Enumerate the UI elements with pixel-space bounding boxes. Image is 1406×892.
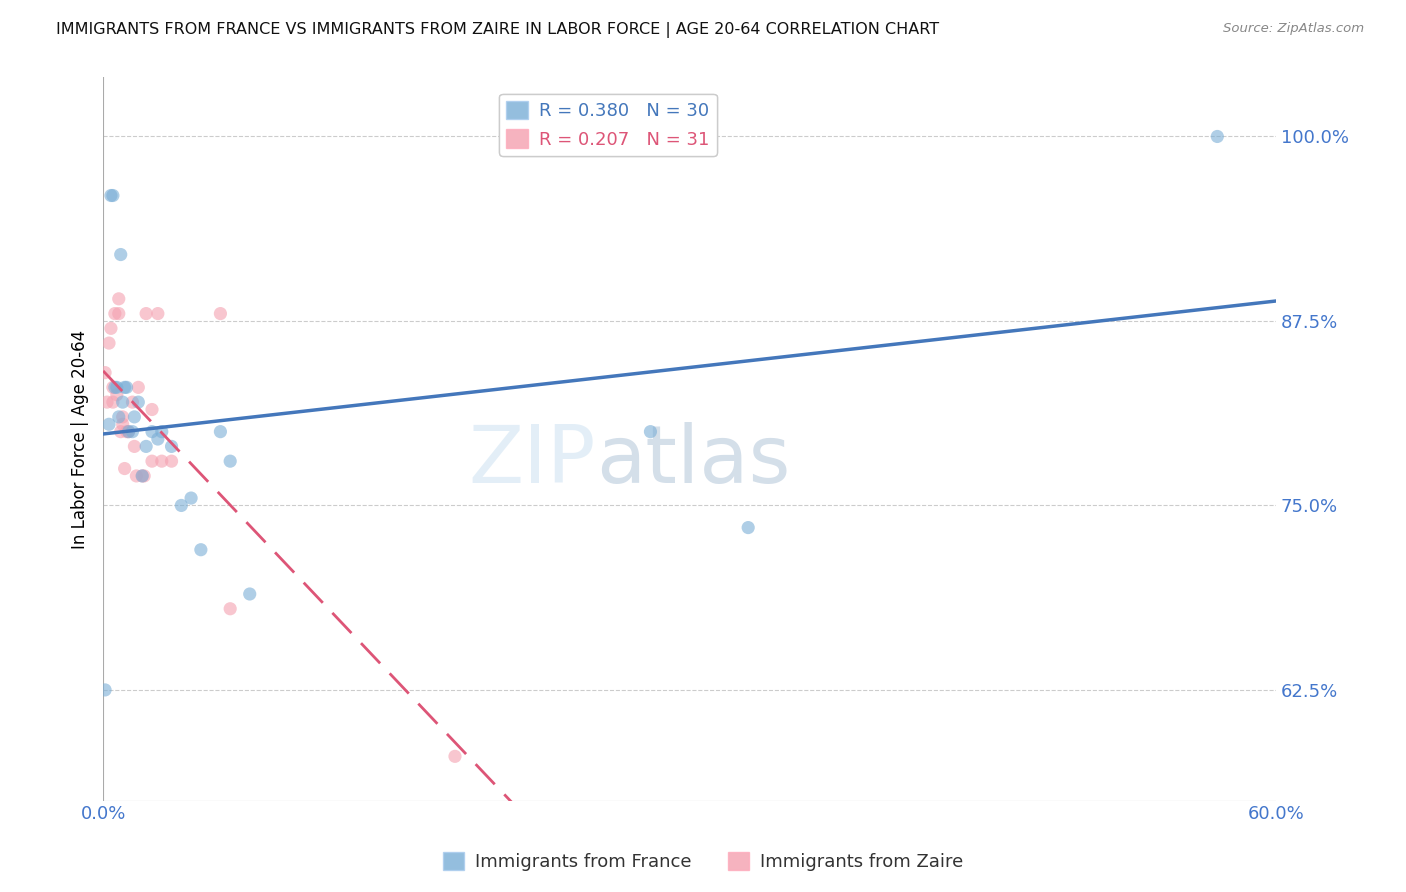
Point [150,425,173,439]
Point [101,395,124,409]
Point [1206,129,1229,144]
Point [111,417,134,432]
Y-axis label: In Labor Force | Age 20-64: In Labor Force | Age 20-64 [72,329,89,549]
Point [101,188,124,202]
Point [104,380,127,394]
Point [110,425,132,439]
Point [114,380,136,394]
Point [146,307,169,321]
Point [124,409,146,424]
Point [96,395,118,409]
Point [100,188,122,202]
Point [141,402,163,417]
Point [190,542,212,557]
Point [111,395,134,409]
Point [98,336,121,351]
Point [121,425,143,439]
Point [107,292,129,306]
Legend: Immigrants from France, Immigrants from Zaire: Immigrants from France, Immigrants from … [436,845,970,879]
Text: ZIP: ZIP [468,422,596,500]
Text: Source: ZipAtlas.com: Source: ZipAtlas.com [1223,22,1364,36]
Point [219,454,242,468]
Point [94,366,117,380]
Point [135,307,157,321]
Point [209,425,232,439]
Point [104,307,127,321]
Point [146,432,169,446]
Point [94,682,117,697]
Point [98,417,121,432]
Point [239,587,262,601]
Point [640,425,662,439]
Point [100,321,122,335]
Point [141,454,163,468]
Legend: R = 0.380   N = 30, R = 0.207   N = 31: R = 0.380 N = 30, R = 0.207 N = 31 [499,94,717,156]
Point [127,395,149,409]
Text: IMMIGRANTS FROM FRANCE VS IMMIGRANTS FROM ZAIRE IN LABOR FORCE | AGE 20-64 CORRE: IMMIGRANTS FROM FRANCE VS IMMIGRANTS FRO… [56,22,939,38]
Point [141,425,163,439]
Point [127,380,149,394]
Point [110,247,132,261]
Point [131,469,153,483]
Point [209,307,232,321]
Point [121,395,143,409]
Point [117,425,139,439]
Point [105,388,128,402]
Point [115,380,138,394]
Point [150,454,173,468]
Point [737,520,759,534]
Point [134,469,156,483]
Point [135,439,157,453]
Point [107,409,129,424]
Point [444,749,467,764]
Point [115,425,138,439]
Point [111,409,134,424]
Point [125,469,148,483]
Point [160,454,183,468]
Point [114,461,136,475]
Point [101,380,124,394]
Point [131,469,153,483]
Point [180,491,202,505]
Point [107,307,129,321]
Point [160,439,183,453]
Point [105,380,128,394]
Text: atlas: atlas [596,422,790,500]
Point [117,425,139,439]
Point [219,601,242,615]
Point [124,439,146,453]
Point [170,499,193,513]
